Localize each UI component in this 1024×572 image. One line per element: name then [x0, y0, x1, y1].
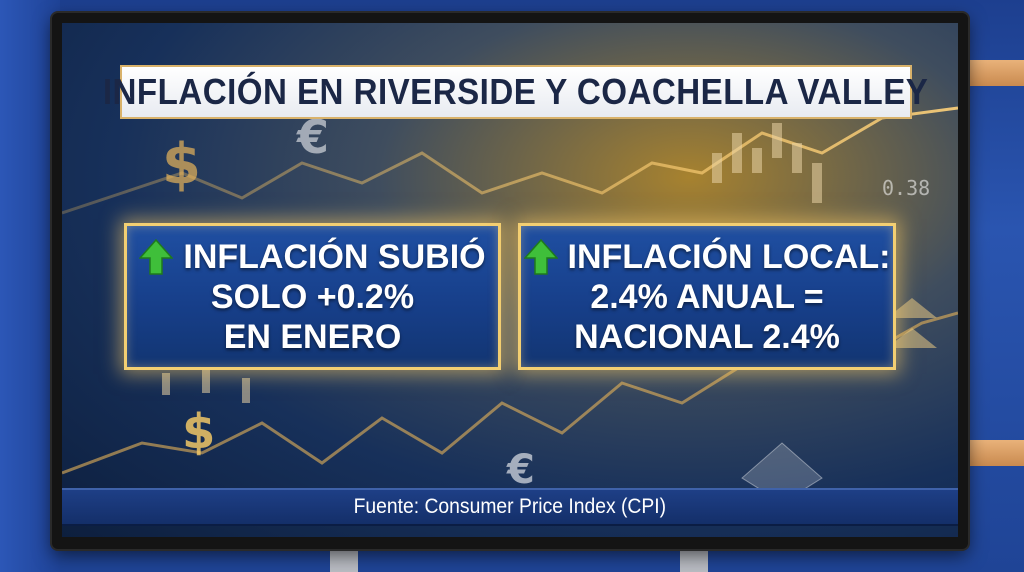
panel-annual-line-3: NACIONAL 2.4% [574, 317, 840, 356]
panel-monthly-line-3: EN ENERO [223, 317, 402, 356]
green-up-arrow-icon [139, 238, 174, 275]
source-text: Fuente: Consumer Price Index (CPI) [353, 495, 667, 518]
panel-annual-line-2: 2.4% ANUAL = [590, 277, 824, 316]
info-panel-monthly: INFLACIÓN SUBIÓ SOLO +0.2% EN ENERO [124, 223, 501, 370]
source-lower-third: Fuente: Consumer Price Index (CPI) [62, 488, 958, 526]
background-ticker-value: 0.38 [882, 176, 930, 200]
info-panel-annual: INFLACIÓN LOCAL: 2.4% ANUAL = NACIONAL 2… [518, 223, 896, 370]
tv-screen: $ € $ € 0.38 INFLACIÓN EN RIVERSIDE Y CO… [62, 23, 958, 537]
studio-wall-left [0, 0, 60, 572]
euro-sign-icon: € [296, 110, 329, 164]
chevron-up-icons [887, 298, 937, 348]
dollar-sign-icon-lower: $ [182, 404, 215, 460]
tv-monitor: $ € $ € 0.38 INFLACIÓN EN RIVERSIDE Y CO… [52, 13, 968, 549]
euro-sign-icon-lower: € [506, 447, 535, 493]
panel-annual-line-1: INFLACIÓN LOCAL: [567, 237, 891, 276]
headline-banner: INFLACIÓN EN RIVERSIDE Y COACHELLA VALLE… [103, 65, 928, 119]
green-up-arrow-icon [523, 238, 558, 275]
dollar-sign-icon: $ [162, 132, 201, 197]
panel-monthly-line-1: INFLACIÓN SUBIÓ [183, 237, 486, 276]
candlestick-group [162, 123, 822, 403]
panel-monthly-line-2: SOLO +0.2% [210, 277, 415, 316]
headline-title: INFLACIÓN EN RIVERSIDE Y COACHELLA VALLE… [103, 71, 929, 112]
